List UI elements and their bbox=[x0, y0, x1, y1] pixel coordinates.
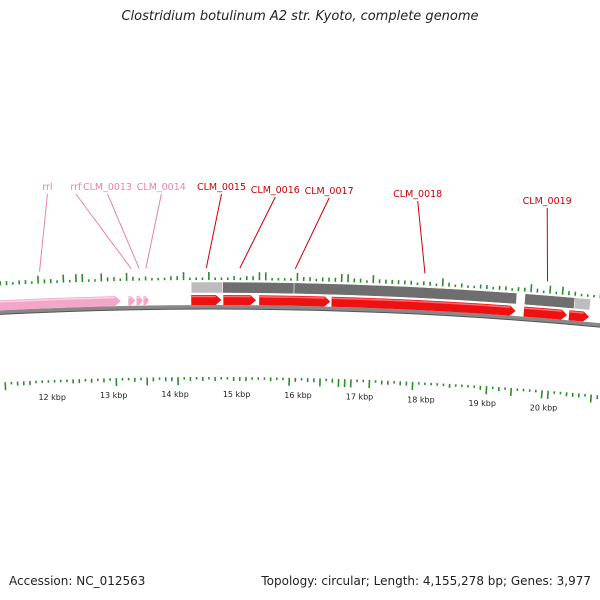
map-title: Clostridium botulinum A2 str. Kyoto, com… bbox=[121, 9, 479, 24]
feature-clm-0020[interactable] bbox=[568, 310, 590, 322]
feature-label: CLM_0013 bbox=[83, 182, 132, 193]
feature-label: rrf bbox=[70, 182, 82, 193]
gc-tick bbox=[540, 390, 543, 399]
shading-segment bbox=[524, 293, 576, 309]
feature-clm-0019[interactable] bbox=[523, 306, 568, 320]
axis-tick-label: 18 kbp bbox=[407, 395, 435, 404]
feature-label: CLM_0014 bbox=[137, 182, 186, 193]
feature-clm-0014[interactable] bbox=[143, 296, 150, 306]
feature-clm-0015[interactable] bbox=[191, 295, 222, 306]
position-axis: 12 kbp 13 kbp 14 kbp 15 kbp 16 kbp 17 kbp 18 k… bbox=[38, 390, 557, 412]
leader-line bbox=[107, 193, 140, 269]
gc-tick bbox=[485, 386, 488, 395]
feature-rrl[interactable] bbox=[0, 296, 121, 312]
leader-line bbox=[205, 193, 222, 269]
axis-tick-label: 17 kbp bbox=[346, 393, 374, 402]
genome-backbone bbox=[0, 305, 600, 328]
leader-line bbox=[39, 193, 48, 272]
feature-track bbox=[0, 295, 590, 322]
feature-label: CLM_0016 bbox=[251, 185, 300, 196]
shading-segment bbox=[222, 281, 295, 295]
feature-label: rrl bbox=[42, 182, 52, 193]
axis-tick-label: 12 kbp bbox=[38, 393, 66, 402]
feature-rrf[interactable] bbox=[128, 296, 136, 306]
leader-line bbox=[239, 196, 276, 269]
shading-segment bbox=[190, 281, 223, 294]
feature-clm-0017[interactable] bbox=[259, 295, 331, 307]
backbone-edge bbox=[0, 308, 600, 328]
shading-segment bbox=[573, 297, 591, 311]
gc-tick bbox=[546, 390, 550, 399]
axis-tick-label: 19 kbp bbox=[468, 399, 496, 408]
feature-label: CLM_0017 bbox=[305, 186, 354, 197]
feature-labels: rrl rrf CLM_0013 CLM_0014 CLM_0015 CLM_0016 CL… bbox=[39, 182, 572, 282]
axis-tick-label: 16 kbp bbox=[284, 391, 312, 400]
gc-tick-track bbox=[0, 272, 600, 403]
gc-tick bbox=[530, 284, 533, 293]
leader-line bbox=[75, 193, 132, 270]
gc-tick bbox=[589, 394, 593, 403]
topology-summary: Topology: circular; Length: 4,155,278 bp… bbox=[261, 574, 591, 588]
feature-clm-0016[interactable] bbox=[223, 295, 257, 306]
feature-clm-0018[interactable] bbox=[331, 296, 516, 316]
leader-line bbox=[417, 200, 426, 274]
feature-clm-0013[interactable] bbox=[136, 296, 143, 306]
backbone-line bbox=[0, 305, 600, 328]
homology-shading bbox=[190, 281, 591, 311]
accession-text: Accession: NC_012563 bbox=[9, 574, 146, 588]
axis-tick-label: 20 kbp bbox=[530, 404, 558, 413]
leader-line bbox=[294, 197, 330, 270]
feature-label: CLM_0019 bbox=[523, 196, 572, 207]
leader-line bbox=[145, 193, 162, 269]
gc-tick bbox=[549, 285, 552, 294]
gc-tick bbox=[509, 387, 513, 396]
axis-tick-label: 15 kbp bbox=[223, 390, 251, 399]
gc-tick bbox=[561, 286, 564, 295]
feature-label: CLM_0015 bbox=[197, 182, 246, 193]
axis-tick-label: 14 kbp bbox=[161, 390, 189, 399]
feature-label: CLM_0018 bbox=[393, 189, 442, 200]
shading-segment bbox=[293, 282, 518, 305]
axis-tick-label: 13 kbp bbox=[100, 391, 128, 400]
